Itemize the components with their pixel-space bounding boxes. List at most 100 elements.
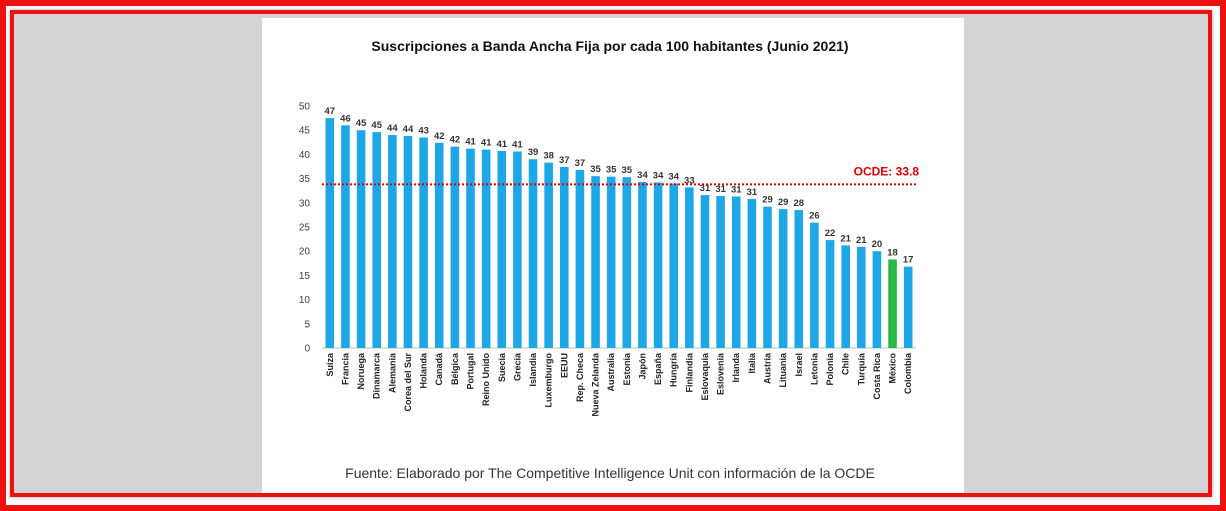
value-label: 37 — [559, 155, 570, 166]
y-tick-label: 5 — [304, 319, 310, 330]
category-label: Irlanda — [731, 352, 741, 383]
category-label: México — [888, 353, 898, 384]
category-label: Canadá — [434, 352, 444, 386]
bar — [622, 177, 632, 348]
category-label: Colombia — [903, 352, 913, 394]
value-label: 31 — [747, 187, 758, 198]
value-label: 34 — [668, 171, 679, 182]
value-label: 31 — [731, 185, 742, 196]
bar — [794, 210, 804, 348]
bar — [888, 259, 897, 348]
category-label: Grecia — [512, 352, 522, 381]
value-label: 45 — [356, 118, 367, 129]
value-label: 29 — [762, 195, 773, 206]
category-label: Eslovenia — [716, 352, 726, 395]
value-label: 35 — [622, 165, 633, 176]
value-label: 46 — [340, 113, 351, 124]
y-tick-label: 40 — [299, 150, 311, 161]
value-label: 31 — [715, 184, 726, 195]
value-label: 21 — [856, 235, 867, 246]
category-label: Francia — [340, 352, 350, 385]
category-label: Suecia — [497, 352, 507, 382]
bar — [778, 209, 788, 348]
category-label: Eslovaquia — [700, 352, 710, 401]
category-label: Hungría — [669, 352, 679, 387]
category-label: Holanda — [419, 352, 429, 388]
category-label: Turquía — [856, 352, 866, 385]
category-label: Portugal — [466, 353, 476, 390]
value-label: 31 — [700, 183, 711, 194]
category-label: Noruega — [356, 352, 366, 390]
value-label: 29 — [778, 197, 789, 208]
value-label: 20 — [872, 239, 883, 250]
category-label: Australia — [606, 352, 616, 392]
bar — [903, 266, 913, 348]
bar — [450, 146, 460, 348]
source-note: Fuente: Elaborado por The Competitive In… — [345, 465, 875, 481]
category-label: Austria — [763, 352, 773, 384]
value-label: 41 — [512, 139, 523, 150]
bar — [434, 142, 444, 348]
y-tick-label: 50 — [299, 102, 311, 113]
bar — [653, 182, 663, 348]
value-label: 21 — [840, 233, 851, 244]
category-label: Finlandia — [684, 352, 694, 392]
y-tick-label: 45 — [299, 126, 311, 137]
bar — [513, 151, 522, 348]
category-label: Corea del Sur — [403, 353, 413, 412]
value-label: 43 — [418, 125, 429, 136]
category-label: Israel — [794, 353, 804, 377]
bar — [388, 135, 397, 348]
bar — [575, 169, 585, 348]
y-tick-label: 10 — [299, 295, 311, 306]
category-label: Islandia — [528, 352, 538, 387]
value-label: 35 — [590, 164, 601, 175]
bar — [341, 125, 350, 348]
category-label: Japón — [637, 353, 647, 380]
value-label: 47 — [325, 106, 336, 117]
category-label: Polonia — [825, 352, 835, 385]
bar — [372, 132, 382, 348]
category-label: España — [653, 352, 663, 385]
category-label: Lituania — [778, 352, 788, 387]
category-label: Italia — [747, 352, 757, 374]
category-label: Bélgica — [450, 352, 460, 385]
bar — [716, 196, 725, 348]
bar — [763, 206, 772, 348]
value-label: 28 — [793, 198, 804, 209]
chart-title: Suscripciones a Banda Ancha Fija por cad… — [371, 38, 848, 54]
category-label: Reino Unido — [481, 353, 491, 406]
bar — [606, 176, 616, 348]
bar — [747, 198, 757, 348]
bar — [731, 196, 741, 348]
category-label: Alemania — [387, 352, 397, 393]
bar — [591, 176, 600, 348]
bar — [872, 251, 882, 348]
category-labels: Suiza Francia Noruega Dinamarca Alemania Core… — [325, 352, 913, 417]
bar — [810, 222, 819, 348]
bar — [544, 162, 553, 348]
bar — [481, 149, 491, 348]
bar — [466, 148, 475, 348]
y-tick-label: 20 — [299, 247, 311, 258]
y-tick-label: 25 — [299, 223, 311, 234]
value-label: 44 — [387, 123, 398, 134]
category-label: Suiza — [325, 352, 335, 377]
category-label: Nueva Zelanda — [591, 352, 601, 417]
y-tick-label: 0 — [304, 344, 310, 355]
bar — [528, 159, 538, 348]
bar — [685, 187, 694, 348]
value-label: 34 — [653, 170, 664, 181]
value-label: 42 — [450, 135, 461, 146]
value-label: 22 — [825, 228, 836, 239]
bar — [841, 245, 850, 348]
bar — [669, 183, 679, 348]
value-label: 17 — [903, 255, 914, 266]
value-label: 33 — [684, 175, 695, 186]
y-axis: 0 5 10 15 20 25 30 35 40 45 50 — [299, 102, 311, 355]
bar — [419, 137, 428, 348]
category-label: Rep. Checa — [575, 352, 585, 402]
bar — [825, 240, 835, 348]
value-label: 41 — [465, 137, 476, 148]
